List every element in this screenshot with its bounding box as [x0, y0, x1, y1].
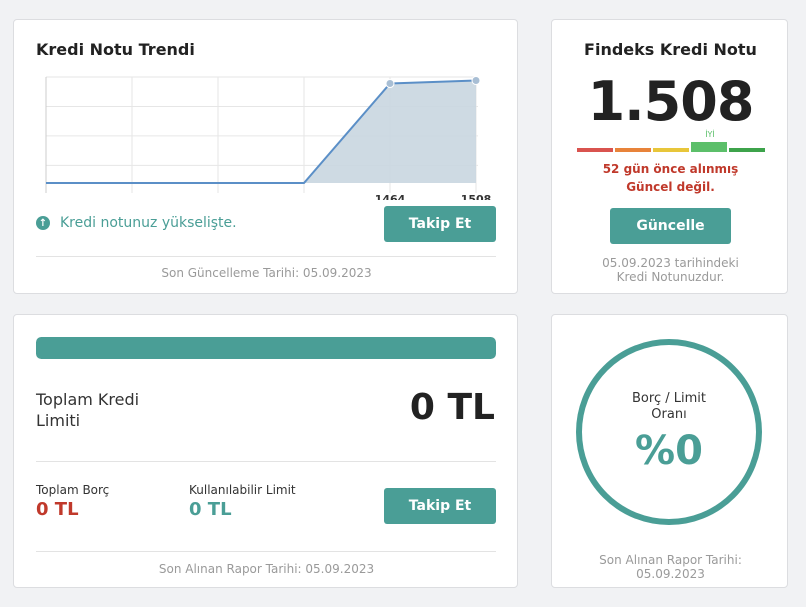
- score-level-label: İYİ: [705, 130, 715, 139]
- limit-divider-bottom: [36, 551, 496, 552]
- trend-chart: 1464 1508: [45, 76, 492, 200]
- ratio-date-line1: Son Alınan Rapor Tarihi:: [599, 553, 742, 567]
- debt-label: Toplam Borç: [36, 483, 110, 497]
- score-scale-segment: [691, 142, 727, 152]
- total-limit-value: 0 TL: [409, 387, 495, 428]
- score-status: Güncel değil.: [626, 180, 715, 194]
- trend-last-update: Son Güncelleme Tarihi: 05.09.2023: [161, 266, 372, 280]
- credit-trend-card: Kredi Notu Trendi 1464 1508 ↑ Kredi notun…: [13, 19, 518, 294]
- total-limit-label-line1: Toplam Kredi: [36, 390, 140, 409]
- score-note-line1: 05.09.2023 tarihindeki: [602, 256, 739, 270]
- ratio-value: %0: [635, 428, 703, 474]
- score-scale: [576, 142, 766, 154]
- limit-follow-button[interactable]: Takip Et: [384, 488, 496, 524]
- limit-progress-track: [36, 337, 496, 359]
- trend-title: Kredi Notu Trendi: [36, 40, 195, 59]
- chart-point: [471, 76, 481, 86]
- chart-tick-label: 1464: [375, 193, 406, 200]
- score-scale-segment: [615, 148, 651, 152]
- chart-area: [46, 80, 476, 183]
- score-title: Findeks Kredi Notu: [584, 40, 757, 59]
- total-limit-label-line2: Limiti: [36, 411, 81, 430]
- score-value: 1.508: [587, 70, 755, 133]
- limit-progress-fill: [36, 337, 496, 359]
- score-age: 52 gün önce alınmış: [602, 162, 739, 176]
- available-limit-value: 0 TL: [189, 499, 232, 520]
- limit-report-date: Son Alınan Rapor Tarihi: 05.09.2023: [158, 562, 375, 576]
- trend-follow-button[interactable]: Takip Et: [384, 206, 496, 242]
- score-card: Findeks Kredi Notu 1.508 İYİ 52 gün önce…: [551, 19, 788, 294]
- arrow-up-circle-icon: ↑: [36, 216, 50, 230]
- total-limit-label: Toplam Kredi Limiti: [36, 389, 139, 431]
- available-limit-label: Kullanılabilir Limit: [189, 483, 296, 497]
- refresh-button[interactable]: Güncelle: [610, 208, 731, 244]
- debt-value: 0 TL: [36, 499, 79, 520]
- trend-status-text: Kredi notunuz yükselişte.: [60, 215, 237, 231]
- score-scale-segment: [729, 148, 765, 152]
- limit-divider-top: [36, 461, 496, 462]
- ratio-date-line2: 05.09.2023: [636, 567, 705, 581]
- trend-divider: [36, 256, 496, 257]
- chart-point: [385, 79, 395, 89]
- score-scale-segment: [577, 148, 613, 152]
- score-note-line2: Kredi Notunuzdur.: [616, 270, 725, 284]
- score-scale-segment: [653, 148, 689, 152]
- chart-line: [46, 79, 477, 184]
- ratio-ring: [576, 339, 762, 525]
- chart-tick-label: 1508: [461, 193, 492, 200]
- debt-limit-ratio-card: Borç / Limit Oranı %0 Son Alınan Rapor T…: [551, 314, 788, 588]
- trend-status: ↑ Kredi notunuz yükselişte.: [36, 215, 237, 231]
- ratio-label-line1: Borç / Limit: [632, 391, 706, 406]
- credit-limit-card: Toplam Kredi Limiti 0 TL Toplam Borç 0 T…: [13, 314, 518, 588]
- ratio-label-line2: Oranı: [651, 407, 687, 422]
